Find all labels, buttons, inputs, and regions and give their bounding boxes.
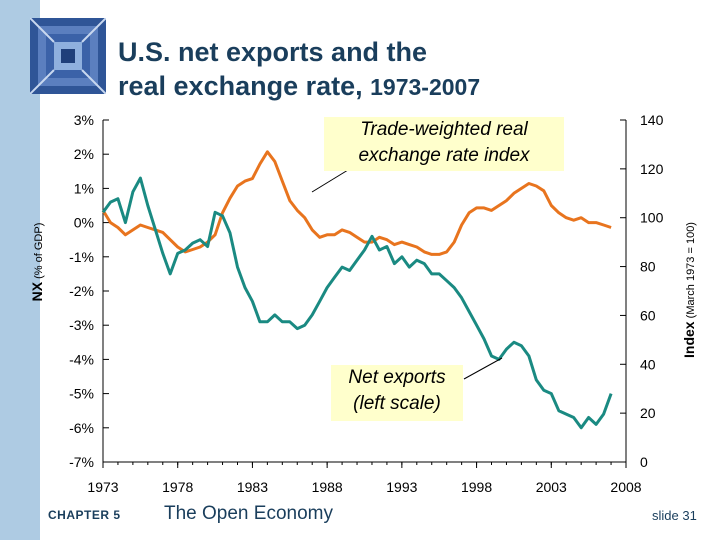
left-tick-label: 3%: [74, 112, 94, 128]
slide-number: slide 31: [652, 508, 697, 523]
x-axis-ticks: 1973 1978 1983 1988 1993 1998 2003 2008: [87, 462, 642, 495]
x-tick-label: 1998: [461, 479, 492, 495]
right-axis-label: Index (March 1973 = 100): [681, 222, 697, 358]
right-tick-label: 140: [640, 112, 664, 128]
left-tick-label: -2%: [69, 283, 94, 299]
left-tick-label: -7%: [69, 454, 94, 470]
right-axis-label-sub: (March 1973 = 100): [685, 222, 697, 321]
chapter-topic: The Open Economy: [164, 503, 333, 524]
right-tick-label: 40: [640, 356, 656, 372]
title-line-1: U.S. net exports and the: [118, 37, 428, 67]
left-tick-label: -4%: [69, 351, 94, 367]
right-tick-label: 80: [640, 259, 656, 275]
right-axis-label-main: Index: [681, 321, 697, 358]
x-tick-label: 1978: [162, 479, 193, 495]
left-axis-ticks: 3% 2% 1% 0% -1% -2% -3% -4% -5% -6% -7%: [69, 112, 109, 470]
left-axis-label: NX (% of GDP): [29, 223, 45, 302]
right-axis-ticks: 140 120 100 80 60 40 20 0: [620, 112, 664, 470]
axes: [102, 120, 627, 463]
left-tick-label: -3%: [69, 317, 94, 333]
x-tick-label: 1983: [237, 479, 268, 495]
left-tick-label: 2%: [74, 146, 94, 162]
title-line-2: real exchange rate,: [118, 71, 371, 101]
x-tick-label: 2003: [536, 479, 567, 495]
right-tick-label: 20: [640, 405, 656, 421]
x-tick-label: 1973: [87, 479, 118, 495]
left-tick-label: 1%: [74, 180, 94, 196]
rate-series-callout: Trade-weighted real exchange rate index: [324, 117, 564, 171]
left-tick-label: -5%: [69, 386, 94, 402]
series-lines: [101, 150, 613, 430]
left-tick-label: -1%: [69, 249, 94, 265]
x-tick-label: 1988: [312, 479, 343, 495]
right-tick-label: 120: [640, 161, 664, 177]
x-tick-label: 2008: [610, 479, 641, 495]
rate-callout-line-1: Trade-weighted real: [360, 119, 528, 140]
nx-callout-line-1: Net exports: [348, 367, 446, 388]
rate-callout-pointer: [311, 169, 349, 193]
x-tick-label: 1993: [386, 479, 417, 495]
slide-title: U.S. net exports and the real exchange r…: [118, 35, 480, 104]
nx-callout-pointer: [463, 357, 503, 380]
left-axis-label-sub: (% of GDP): [33, 223, 45, 282]
left-axis-label-main: NX: [29, 281, 45, 301]
net-exports-line: [101, 176, 613, 430]
left-tick-label: 0%: [74, 215, 94, 231]
right-tick-label: 0: [640, 454, 648, 470]
title-years: 1973-2007: [370, 74, 481, 100]
nx-series-callout: Net exports (left scale): [331, 365, 463, 421]
rate-callout-line-2: exchange rate index: [358, 145, 530, 166]
right-tick-label: 100: [640, 210, 664, 226]
chapter-label: CHAPTER 5: [48, 508, 121, 522]
exchange-rate-line: [101, 150, 612, 256]
nx-callout-line-2: (left scale): [353, 393, 441, 414]
book-cover-logo: [30, 18, 106, 94]
left-tick-label: -6%: [69, 420, 94, 436]
right-tick-label: 60: [640, 307, 656, 323]
